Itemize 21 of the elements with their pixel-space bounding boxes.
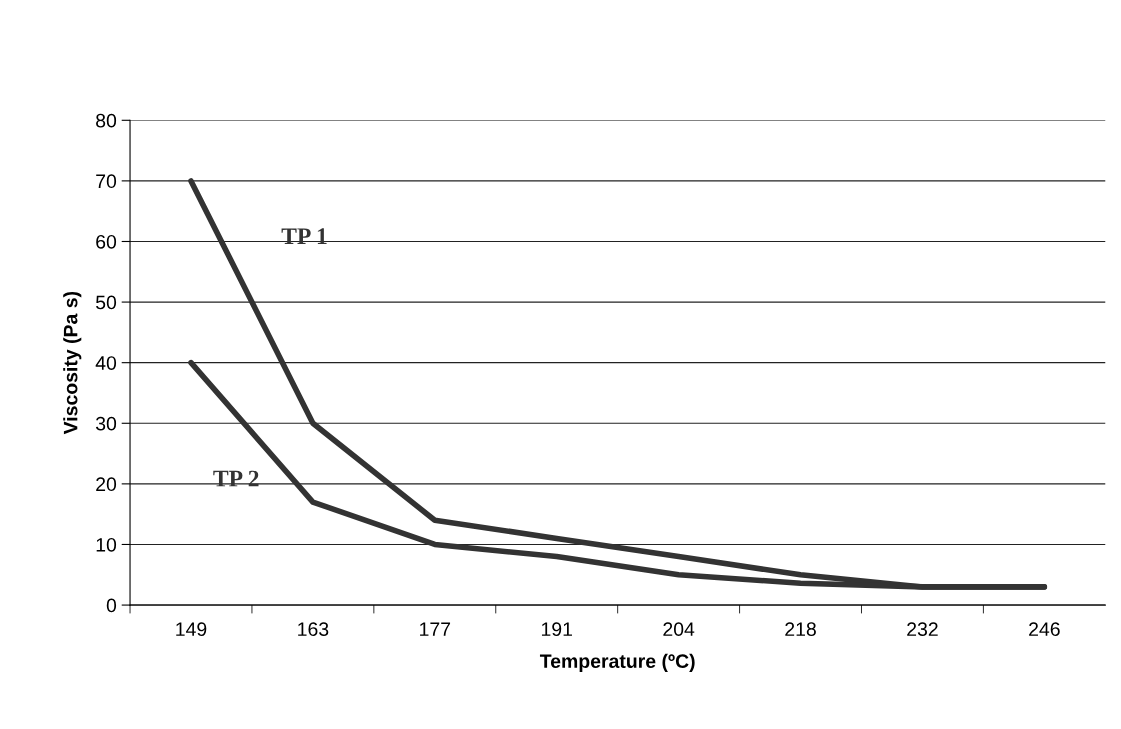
y-tick-label: 50 xyxy=(95,295,117,310)
y-tick-label: 10 xyxy=(96,537,117,552)
x-tick-label: 246 xyxy=(1029,622,1060,637)
x-tick-label: 204 xyxy=(663,622,695,637)
x-tick-label: 232 xyxy=(907,622,938,637)
x-tick-label: 149 xyxy=(176,622,207,637)
y-tick-label: 40 xyxy=(95,356,117,370)
text: TP 1 xyxy=(281,228,327,244)
y-tick-label: 80 xyxy=(96,113,117,128)
y-tick-label: 20 xyxy=(96,477,117,492)
y-tick-label: 70 xyxy=(96,174,117,189)
y-tick-label: 0 xyxy=(106,598,117,613)
x-tick-label: 191 xyxy=(541,622,572,637)
y-tick-label: 60 xyxy=(96,234,117,249)
x-tick-label: 218 xyxy=(785,622,816,637)
series-label: TP 2 xyxy=(213,470,259,487)
x-tick-label: 177 xyxy=(420,622,451,636)
x-tick-label: 163 xyxy=(298,622,329,637)
x-axis-title: Temperature (ºC) xyxy=(539,653,695,672)
y-tick-label: 30 xyxy=(95,416,117,431)
y-axis-title: Viscosity (Pa s) xyxy=(63,291,82,435)
